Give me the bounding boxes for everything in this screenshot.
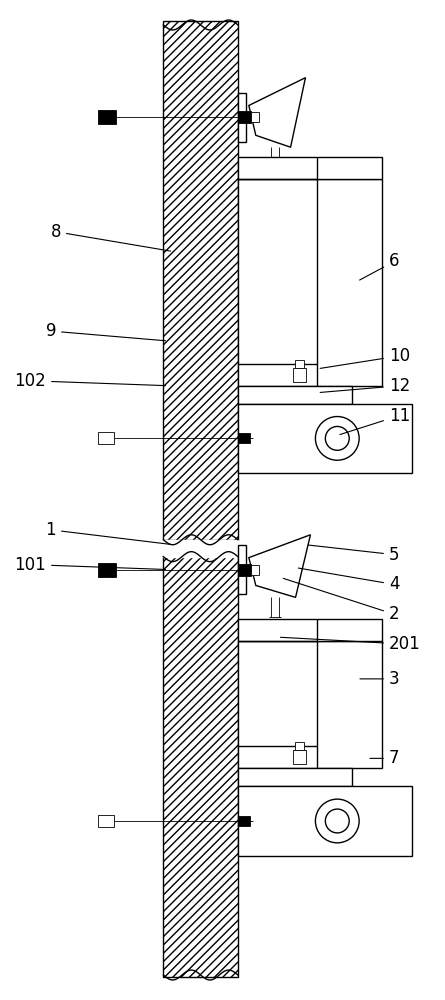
Bar — [251, 112, 259, 122]
Text: 3: 3 — [360, 670, 400, 688]
Circle shape — [316, 417, 359, 460]
Bar — [295, 360, 304, 368]
Bar — [292, 368, 307, 382]
Bar — [238, 433, 250, 443]
Bar — [238, 157, 382, 179]
Circle shape — [325, 426, 349, 450]
Text: 11: 11 — [340, 407, 410, 435]
Bar — [238, 179, 382, 386]
Text: 102: 102 — [14, 372, 166, 390]
Text: 9: 9 — [45, 322, 166, 341]
Bar — [238, 545, 246, 594]
Bar — [251, 565, 259, 575]
Text: 8: 8 — [51, 223, 170, 251]
Bar — [238, 564, 251, 576]
Bar — [238, 386, 352, 404]
Text: 1: 1 — [45, 521, 170, 544]
Bar — [238, 641, 382, 768]
Text: 5: 5 — [308, 545, 400, 564]
Circle shape — [325, 809, 349, 833]
Polygon shape — [249, 78, 305, 147]
Bar — [163, 21, 238, 540]
Bar — [163, 555, 238, 977]
Text: 12: 12 — [320, 377, 410, 395]
Polygon shape — [249, 535, 311, 597]
Text: 10: 10 — [320, 347, 410, 368]
Bar — [295, 742, 304, 750]
Text: 2: 2 — [283, 578, 400, 623]
Text: 4: 4 — [298, 568, 400, 593]
Bar — [98, 815, 113, 827]
Bar — [238, 768, 352, 786]
Bar — [238, 816, 250, 826]
Bar — [98, 432, 113, 444]
Bar — [98, 563, 116, 577]
Text: 7: 7 — [370, 749, 400, 767]
Bar — [98, 110, 116, 124]
Bar — [238, 786, 412, 856]
Bar — [238, 111, 251, 123]
Bar — [292, 750, 307, 764]
Text: 6: 6 — [360, 252, 400, 280]
Text: 101: 101 — [14, 556, 166, 574]
Bar — [238, 404, 412, 473]
Text: 201: 201 — [280, 635, 421, 653]
Bar — [238, 619, 382, 641]
Bar — [238, 93, 246, 142]
Circle shape — [316, 799, 359, 843]
